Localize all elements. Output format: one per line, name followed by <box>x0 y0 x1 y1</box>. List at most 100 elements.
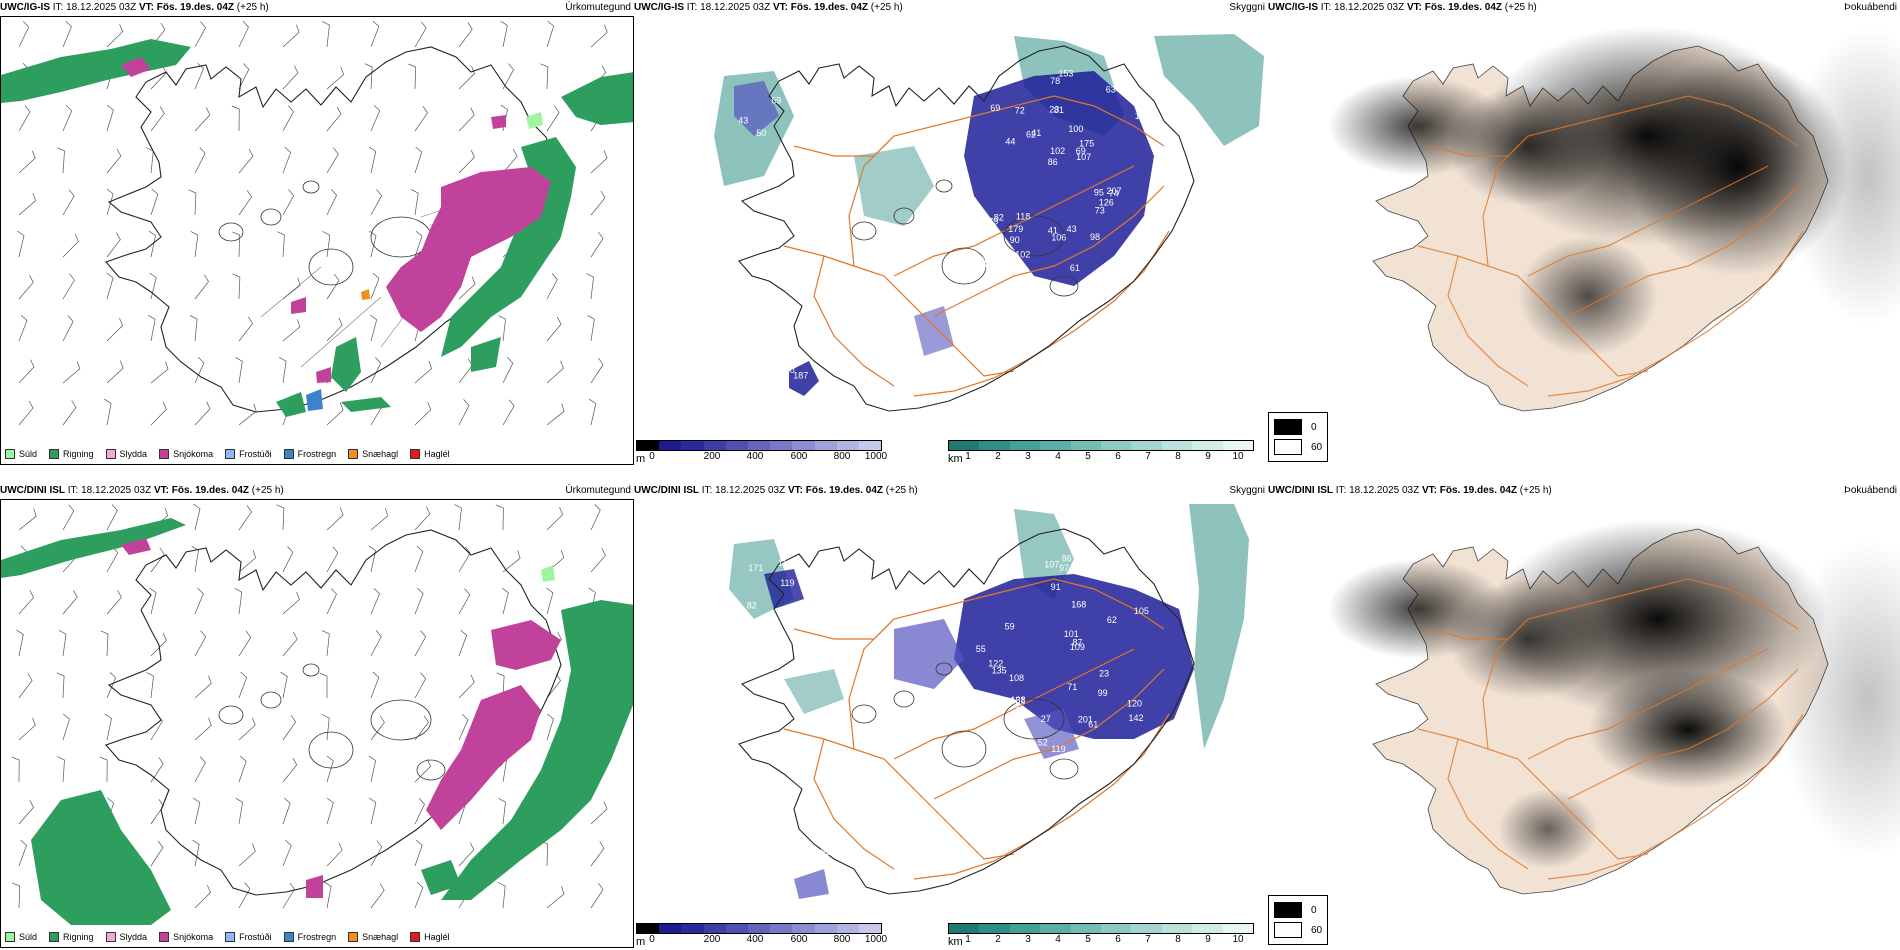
legend-swatch <box>5 449 15 459</box>
rain-area <box>441 600 633 900</box>
wind-barb <box>62 20 72 48</box>
colorbar-unit: km <box>948 936 963 948</box>
wind-barb <box>501 587 509 615</box>
wind-barb <box>368 755 376 783</box>
wind-barb <box>326 189 338 216</box>
legend-item: Frostregn <box>283 449 336 459</box>
legend-swatch <box>410 449 421 459</box>
fog-field <box>1518 236 1658 356</box>
colorbar-segment <box>747 441 771 450</box>
cloud-base-label: 71 <box>997 266 1007 276</box>
graupel-area <box>361 289 370 300</box>
legend-item: 60 <box>1274 437 1322 457</box>
wind-barb <box>149 272 157 300</box>
wind-barb <box>194 274 209 300</box>
wind-barb <box>588 398 597 426</box>
rain-area <box>276 392 306 417</box>
glacier-outline <box>370 699 432 741</box>
cloud-base-label: 55 <box>976 644 986 654</box>
colorbar-segment <box>703 924 726 933</box>
lead-time: (+25 h) <box>1519 485 1552 496</box>
cloud-base-label: 71 <box>1067 682 1077 692</box>
legend-swatch <box>49 449 60 459</box>
colorbar-segment <box>1131 441 1162 450</box>
wind-barb <box>414 230 423 258</box>
colorbar-tick: 400 <box>746 451 764 462</box>
colorbar-segment <box>979 441 1010 450</box>
wind-barb <box>106 104 114 132</box>
legend-label: Snjókoma <box>173 449 214 459</box>
wind-barb <box>414 630 427 657</box>
wind-barb <box>150 361 169 384</box>
wind-barb <box>18 839 28 867</box>
wind-barb <box>326 66 345 90</box>
cloud-base-label: 142 <box>1129 713 1144 723</box>
wind-barb <box>546 403 565 426</box>
cloud-base-label: 98 <box>1090 232 1100 242</box>
rain-area <box>561 72 633 125</box>
low-cloud-area <box>954 574 1194 739</box>
wind-barb <box>232 273 241 300</box>
drizzle-area <box>541 565 555 582</box>
cloud-base-label: 87 <box>1073 638 1083 648</box>
wind-barb <box>590 357 604 384</box>
cloud-base-label: 107 <box>1076 152 1091 162</box>
wind-barb <box>322 231 331 258</box>
cloud-base-label: 95 <box>1094 187 1104 197</box>
road <box>783 728 1015 860</box>
wind-barb <box>414 402 432 426</box>
precip-blobs <box>1 39 633 417</box>
wind-barb <box>148 230 156 258</box>
colorbar-segment <box>836 441 859 450</box>
wind-barb <box>11 756 20 783</box>
cloud-base-label: 29 <box>788 85 798 95</box>
colorbar-tick: 5 <box>1085 934 1091 945</box>
wind-barb <box>458 149 475 174</box>
wind-barb <box>12 882 21 909</box>
cloud-base-label: 100 <box>1068 124 1083 134</box>
legend-item: Rigning <box>49 449 94 459</box>
colorbar-segment <box>1070 441 1102 450</box>
road <box>1567 185 1799 317</box>
roads <box>260 206 452 368</box>
glacier-outline <box>851 704 877 724</box>
wind-barb <box>150 632 167 657</box>
colorbar-tick: 2 <box>995 451 1001 462</box>
wind-barb <box>586 273 594 300</box>
wind-barb <box>18 314 28 342</box>
cloud-base-label: 164 <box>787 178 802 188</box>
colorbar-segment <box>836 924 859 933</box>
colorbar-segment <box>858 924 882 933</box>
low-cloud-area <box>764 569 804 609</box>
road <box>933 668 1165 800</box>
precip-map-2: Súld Rigning Slydda Snjókoma Frostúði Fr… <box>0 499 634 948</box>
colorbar-tick: 1000 <box>864 934 888 945</box>
road <box>893 165 1135 277</box>
glacier-outline <box>1003 215 1065 257</box>
legend-swatch <box>105 932 116 942</box>
wind-barb <box>414 545 424 573</box>
wind-barb <box>150 757 164 783</box>
init-label: IT: <box>1335 485 1347 496</box>
wind-barb <box>56 672 65 699</box>
cloud-base-label: 61 <box>1016 705 1026 715</box>
wind-barb <box>150 840 164 867</box>
wind-barb <box>590 190 606 216</box>
wind-barb <box>280 671 288 699</box>
panel-title: Þokuábendi <box>1844 2 1897 13</box>
wind-barb <box>282 105 294 132</box>
wind-barb <box>106 504 118 531</box>
glacier-outline <box>218 705 244 725</box>
init-time: 18.12.2025 03Z <box>81 485 152 496</box>
wind-barb <box>18 673 33 699</box>
lead-time: (+25 h) <box>885 485 918 496</box>
cloud-base-label: 105 <box>1134 606 1149 616</box>
iceland-outline <box>105 529 562 896</box>
legend-swatch <box>348 449 359 459</box>
legend-swatch <box>1274 439 1302 455</box>
cloud-map-1: 164 43 29 50 69 119 23 100 82 41 202 90 81 175 74 69 78 5… <box>634 16 1268 465</box>
wind-barb <box>104 398 112 426</box>
road <box>1527 165 1769 277</box>
wind-barb <box>590 150 608 174</box>
valid-label: VT: <box>787 485 803 496</box>
